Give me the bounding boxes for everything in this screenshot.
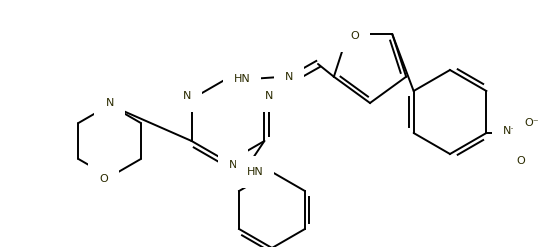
Text: O: O [99, 174, 108, 184]
Text: O⁻: O⁻ [524, 118, 539, 128]
Text: O: O [516, 156, 525, 166]
Text: O: O [350, 31, 359, 41]
Text: HN: HN [234, 74, 251, 84]
Text: N: N [106, 98, 114, 108]
Text: N: N [285, 72, 293, 82]
Text: N: N [265, 91, 274, 101]
Text: N: N [183, 91, 191, 101]
Text: HN: HN [247, 167, 263, 177]
Text: N⁺: N⁺ [503, 126, 517, 136]
Text: N: N [229, 160, 237, 170]
